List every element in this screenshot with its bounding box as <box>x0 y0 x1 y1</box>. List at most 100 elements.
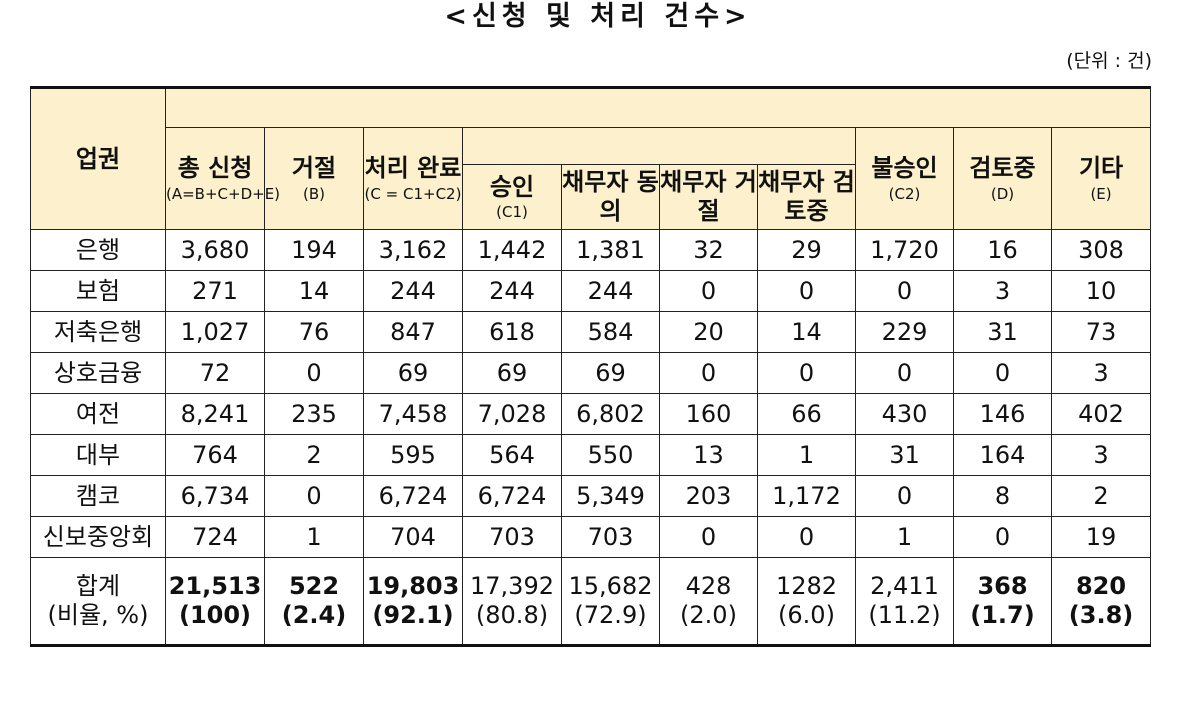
row-cell-a: 8,241 <box>165 393 265 435</box>
table-row: 여전 8,241 235 7,458 7,028 6,802 160 66 430 146 402 <box>30 393 1152 435</box>
total-e: 820 (3.8) <box>1050 557 1152 647</box>
row-cell-d: 8 <box>953 475 1052 517</box>
row-cell-b: 0 <box>264 475 364 517</box>
unit-note: (단위 : 건) <box>1066 50 1152 72</box>
row-cell-e: 2 <box>1050 475 1152 517</box>
row-cell-a: 764 <box>165 434 265 476</box>
row-cell-b: 1 <box>264 516 364 558</box>
row-cell-agree: 5,349 <box>561 475 660 517</box>
row-cell-review: 66 <box>757 393 856 435</box>
row-cell-b: 76 <box>264 311 364 353</box>
total-c: 19,803 (92.1) <box>363 557 463 647</box>
application-table: 업권 총 신청 (A=B+C+D+E) 거절 (B) 처리 완료 (C = C1… <box>30 86 1152 647</box>
total-label: 합계 (비율, %) <box>30 557 166 647</box>
row-cell-reject: 0 <box>659 270 758 312</box>
header-rejected: 거절 (B) <box>264 127 364 230</box>
row-cell-reject: 203 <box>659 475 758 517</box>
row-cell-a: 724 <box>165 516 265 558</box>
row-sector-cell: 보험 <box>30 270 166 312</box>
row-sector-cell: 저축은행 <box>30 311 166 353</box>
row-cell-a: 271 <box>165 270 265 312</box>
row-cell-agree: 1,381 <box>561 229 660 271</box>
row-cell-c: 6,724 <box>363 475 463 517</box>
row-cell-e: 73 <box>1050 311 1152 353</box>
total-c1: 17,392 (80.8) <box>462 557 562 647</box>
header-other: 기타 (E) <box>1050 127 1152 230</box>
table-row: 보험 271 14 244 244 244 0 0 0 3 10 <box>30 270 1152 312</box>
row-cell-agree: 584 <box>561 311 660 353</box>
row-cell-agree: 244 <box>561 270 660 312</box>
row-cell-agree: 6,802 <box>561 393 660 435</box>
row-sector-cell: 캠코 <box>30 475 166 517</box>
row-cell-review: 0 <box>757 270 856 312</box>
row-cell-e: 402 <box>1050 393 1152 435</box>
row-cell-review: 1 <box>757 434 856 476</box>
header-not-approved: 불승인 (C2) <box>855 127 954 230</box>
total-agree: 15,682 (72.9) <box>561 557 660 647</box>
row-cell-c1: 564 <box>462 434 562 476</box>
row-cell-d: 16 <box>953 229 1052 271</box>
row-cell-b: 194 <box>264 229 364 271</box>
row-cell-d: 164 <box>953 434 1052 476</box>
row-cell-c: 595 <box>363 434 463 476</box>
total-reject: 428 (2.0) <box>659 557 758 647</box>
row-cell-d: 0 <box>953 352 1052 394</box>
row-cell-agree: 69 <box>561 352 660 394</box>
total-row: 합계 (비율, %) 21,513 (100) 522 (2.4) 19,803 (92… <box>30 557 1152 647</box>
header-processed: 처리 완료 (C = C1+C2) <box>363 127 463 230</box>
row-cell-c1: 618 <box>462 311 562 353</box>
row-cell-c1: 69 <box>462 352 562 394</box>
row-sector-cell: 상호금융 <box>30 352 166 394</box>
header-top-band <box>164 86 1152 128</box>
table-row: 상호금융 72 0 69 69 69 0 0 0 0 3 <box>30 352 1152 394</box>
row-cell-reject: 32 <box>659 229 758 271</box>
row-cell-e: 3 <box>1050 352 1152 394</box>
row-cell-c1: 244 <box>462 270 562 312</box>
table-row: 대부 764 2 595 564 550 13 1 31 164 3 <box>30 434 1152 476</box>
row-cell-reject: 0 <box>659 516 758 558</box>
header-approved: 승인 (C1) <box>462 164 562 230</box>
table-row: 은행 3,680 194 3,162 1,442 1,381 32 29 1,720 16 308 <box>30 229 1152 271</box>
row-cell-e: 308 <box>1050 229 1152 271</box>
row-cell-c2: 229 <box>855 311 954 353</box>
row-cell-reject: 0 <box>659 352 758 394</box>
row-cell-c: 7,458 <box>363 393 463 435</box>
row-cell-c2: 1 <box>855 516 954 558</box>
row-cell-b: 235 <box>264 393 364 435</box>
total-b: 522 (2.4) <box>264 557 364 647</box>
row-cell-c2: 430 <box>855 393 954 435</box>
row-sector-cell: 대부 <box>30 434 166 476</box>
header-debtor-agree: 채무자 동의 <box>561 164 660 230</box>
row-cell-c1: 703 <box>462 516 562 558</box>
total-a: 21,513 (100) <box>165 557 265 647</box>
row-cell-d: 0 <box>953 516 1052 558</box>
header-sector: 업권 <box>30 86 166 230</box>
row-cell-c2: 0 <box>855 270 954 312</box>
row-cell-b: 0 <box>264 352 364 394</box>
row-cell-a: 72 <box>165 352 265 394</box>
page-title: <신청 및 처리 건수> <box>444 1 752 32</box>
row-sector-cell: 은행 <box>30 229 166 271</box>
row-cell-e: 10 <box>1050 270 1152 312</box>
row-cell-c2: 1,720 <box>855 229 954 271</box>
row-cell-c1: 6,724 <box>462 475 562 517</box>
header-approved-band <box>462 127 856 165</box>
row-cell-c2: 0 <box>855 475 954 517</box>
row-sector-cell: 신보중앙회 <box>30 516 166 558</box>
row-cell-c: 69 <box>363 352 463 394</box>
row-cell-c2: 31 <box>855 434 954 476</box>
header-total-apply: 총 신청 (A=B+C+D+E) <box>165 127 280 230</box>
row-cell-c: 847 <box>363 311 463 353</box>
row-cell-c1: 7,028 <box>462 393 562 435</box>
header-debtor-reject: 채무자 거절 <box>659 164 758 230</box>
row-cell-review: 14 <box>757 311 856 353</box>
row-sector-cell: 여전 <box>30 393 166 435</box>
table-row: 저축은행 1,027 76 847 618 584 20 14 229 31 73 <box>30 311 1152 353</box>
row-cell-reject: 13 <box>659 434 758 476</box>
row-cell-review: 0 <box>757 352 856 394</box>
row-cell-d: 3 <box>953 270 1052 312</box>
row-cell-b: 2 <box>264 434 364 476</box>
row-cell-a: 3,680 <box>165 229 265 271</box>
row-cell-d: 146 <box>953 393 1052 435</box>
row-cell-reject: 20 <box>659 311 758 353</box>
